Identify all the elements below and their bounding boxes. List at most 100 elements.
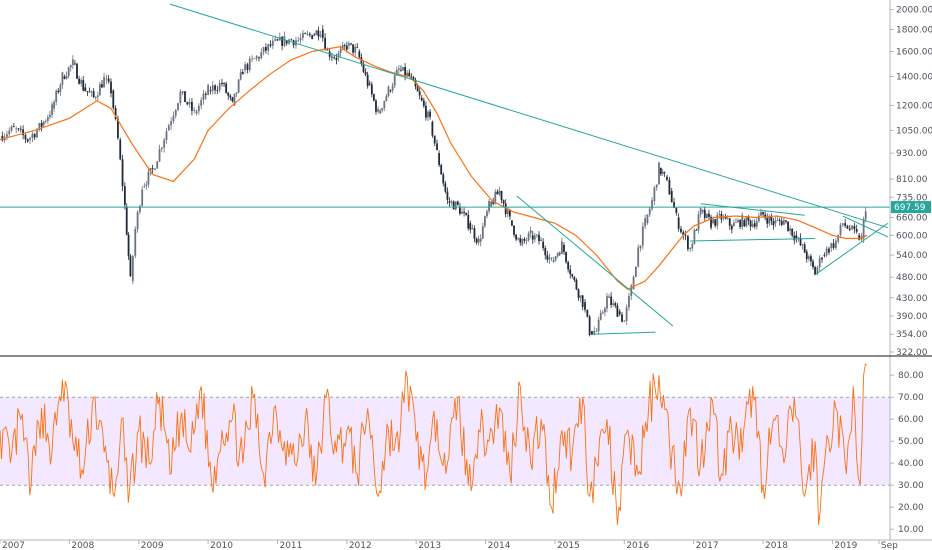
candle-body xyxy=(593,330,596,335)
candle-body xyxy=(22,129,25,136)
candle-body xyxy=(158,149,161,162)
candle-body xyxy=(846,225,849,229)
candle-body xyxy=(858,235,861,240)
candle-body xyxy=(691,243,694,249)
candle-body xyxy=(735,221,737,223)
candle-body xyxy=(828,248,830,253)
candle-body xyxy=(246,64,249,70)
candle-body xyxy=(170,121,173,126)
candle-body xyxy=(395,69,398,76)
x-tick-label: 2007 xyxy=(2,541,25,550)
candle-body xyxy=(381,108,384,111)
candle-body xyxy=(186,102,189,105)
candle-body xyxy=(552,260,555,263)
candle-body xyxy=(299,37,302,41)
candle-body xyxy=(218,82,221,91)
candle-body xyxy=(416,86,419,92)
candle-body xyxy=(204,93,207,95)
candle-body xyxy=(442,174,445,184)
candle-body xyxy=(747,216,750,221)
x-tick-label: 2019 xyxy=(834,541,857,550)
candle-body xyxy=(680,228,682,233)
candle-body xyxy=(229,95,232,98)
candle-body xyxy=(661,171,664,175)
candle-body xyxy=(760,212,762,216)
candle-body xyxy=(724,216,727,219)
candle-body xyxy=(33,134,36,138)
candle-body xyxy=(508,210,511,217)
candle-body xyxy=(591,331,593,335)
candle-body xyxy=(123,186,126,205)
candle-body xyxy=(6,134,8,137)
candle-body xyxy=(225,83,228,93)
candle-body xyxy=(821,257,823,260)
candle-body xyxy=(492,201,495,204)
candle-body xyxy=(517,238,520,240)
candle-body xyxy=(387,86,390,97)
candle-body xyxy=(352,44,354,53)
candle-body xyxy=(682,232,685,236)
candle-body xyxy=(579,295,582,298)
candle-body xyxy=(400,69,402,71)
candle-body xyxy=(195,111,198,114)
candle-body xyxy=(616,305,619,317)
candle-body xyxy=(504,203,507,215)
candle-body xyxy=(444,183,447,192)
candle-body xyxy=(241,72,244,75)
candle-body xyxy=(659,167,662,175)
candle-body xyxy=(200,100,203,106)
x-tick-label: 2009 xyxy=(141,541,164,550)
candle-body xyxy=(716,214,719,226)
candle-body xyxy=(385,96,388,101)
candle-body xyxy=(179,91,182,104)
candle-body xyxy=(751,224,754,227)
candle-body xyxy=(475,238,478,243)
candle-body xyxy=(766,218,769,224)
trendline xyxy=(700,203,805,216)
candle-body xyxy=(103,77,105,88)
candle-body xyxy=(529,230,532,234)
trendline xyxy=(516,195,674,327)
candle-body xyxy=(345,45,348,50)
candle-body xyxy=(745,216,748,227)
candle-body xyxy=(211,85,214,91)
candle-body xyxy=(438,153,441,165)
candle-body xyxy=(795,235,798,239)
x-tick-label: 2010 xyxy=(210,541,233,550)
candle-body xyxy=(632,277,635,290)
candle-body xyxy=(74,63,76,65)
candle-body xyxy=(281,36,283,46)
candle-body xyxy=(107,78,110,82)
candle-body xyxy=(641,226,644,246)
candle-body xyxy=(51,104,53,115)
candle-body xyxy=(693,229,696,244)
price-tick-label: 1800.00 xyxy=(896,25,932,35)
candle-body xyxy=(770,216,773,222)
candle-body xyxy=(410,76,413,78)
candle-body xyxy=(1,135,4,141)
candle-body xyxy=(302,33,304,38)
candle-body xyxy=(577,289,580,298)
candle-body xyxy=(67,67,70,77)
candle-body xyxy=(283,35,286,46)
candle-body xyxy=(114,107,117,119)
candle-body xyxy=(121,159,124,187)
candle-body xyxy=(454,201,457,210)
candle-body xyxy=(862,219,865,239)
candle-body xyxy=(805,251,808,260)
candle-body xyxy=(810,256,812,262)
x-tick-label: 2014 xyxy=(488,541,511,550)
candle-body xyxy=(10,126,13,131)
candle-body xyxy=(406,72,409,77)
candle-body xyxy=(147,171,150,185)
candle-body xyxy=(202,93,205,101)
candle-body xyxy=(163,139,166,148)
candle-body xyxy=(639,245,642,249)
candle-body xyxy=(753,223,756,227)
candle-body xyxy=(412,77,415,80)
candle-body xyxy=(653,187,656,202)
candle-body xyxy=(167,125,170,131)
candle-body xyxy=(239,72,242,80)
